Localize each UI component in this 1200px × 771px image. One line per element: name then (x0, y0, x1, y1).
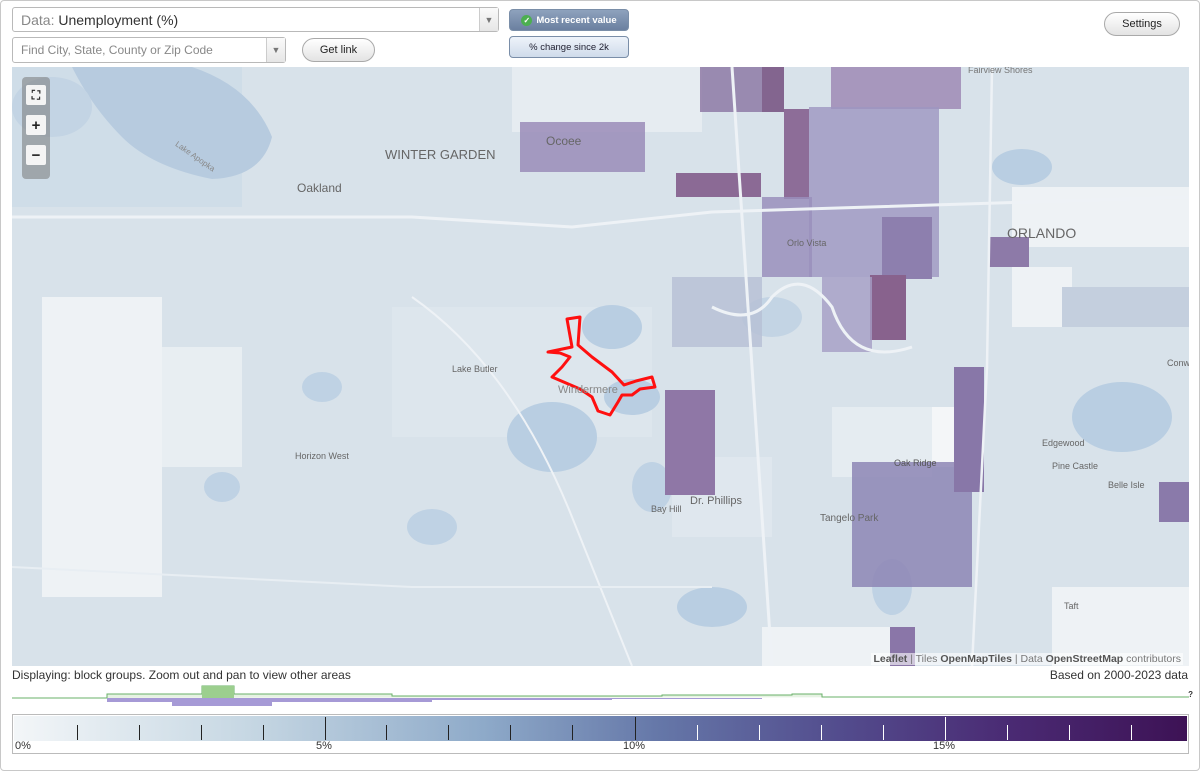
place-label-orlando: ORLANDO (1007, 225, 1077, 241)
percent-change-toggle[interactable]: % change since 2k (509, 36, 629, 58)
search-input[interactable] (13, 38, 271, 62)
place-label-lake-butler: Lake Butler (452, 364, 498, 374)
place-label-bay-hill: Bay Hill (651, 504, 682, 514)
location-search[interactable]: ▼ (12, 37, 286, 63)
legend-label-10: 10% (623, 740, 646, 752)
place-label-horizon-west: Horizon West (295, 451, 349, 461)
legend-label-0: 0% (15, 740, 31, 752)
unknown-value-marker: ? (1188, 690, 1193, 699)
zoom-out-button[interactable]: − (26, 145, 46, 165)
legend-color-bar (14, 716, 1187, 741)
map-view[interactable]: WINTER GARDEN Oakland Ocoee ORLANDO Orlo… (12, 67, 1189, 666)
place-label-winter-garden: WINTER GARDEN (385, 147, 496, 162)
legend-label-15: 15% (933, 740, 956, 752)
openmaptiles-link[interactable]: OpenMapTiles (940, 653, 1012, 665)
place-label-belle-isle: Belle Isle (1108, 480, 1145, 490)
zoom-control-bar: ⛶ + − (22, 77, 50, 179)
most-recent-value-toggle[interactable]: ✓ Most recent value (509, 9, 629, 31)
data-select[interactable]: Data: Unemployment (%) ▼ (12, 7, 499, 32)
place-label-tangelo-park: Tangelo Park (820, 513, 879, 524)
check-icon: ✓ (521, 14, 533, 26)
fullscreen-icon[interactable]: ⛶ (26, 85, 46, 105)
place-label-oakland: Oakland (297, 181, 342, 195)
place-label-dr-phillips: Dr. Phillips (690, 495, 742, 507)
color-legend: 0% 5% 10% 15% (12, 714, 1189, 754)
place-label-orlo-vista: Orlo Vista (787, 238, 827, 248)
place-label-fairview-shores: Fairview Shores (968, 67, 1033, 75)
map-attribution: Leaflet | Tiles OpenMapTiles | Data Open… (871, 653, 1183, 665)
leaflet-link[interactable]: Leaflet (873, 653, 908, 665)
distribution-histogram (12, 685, 1189, 706)
settings-button[interactable]: Settings (1104, 12, 1180, 36)
place-label-pine-castle: Pine Castle (1052, 461, 1099, 471)
get-link-button[interactable]: Get link (302, 38, 375, 62)
legend-label-5: 5% (316, 740, 332, 752)
openstreetmap-link[interactable]: OpenStreetMap (1045, 653, 1124, 665)
map-canvas (12, 67, 1189, 666)
place-label-edgewood: Edgewood (1042, 438, 1085, 448)
place-label-ocoee: Ocoee (546, 134, 582, 148)
zoom-in-button[interactable]: + (26, 115, 46, 135)
chevron-down-icon[interactable]: ▼ (479, 8, 498, 31)
place-label-oak-ridge: Oak Ridge (894, 458, 937, 468)
based-on-text: Based on 2000-2023 data (1049, 668, 1188, 682)
displaying-text: Displaying: block groups. Zoom out and p… (12, 668, 351, 682)
place-label-conway: Conw (1167, 358, 1189, 368)
chevron-down-icon[interactable]: ▼ (266, 38, 285, 62)
place-label-windermere: Windermere (558, 384, 618, 396)
place-label-taft: Taft (1064, 601, 1079, 611)
data-select-label: Data: Unemployment (%) (21, 12, 179, 28)
